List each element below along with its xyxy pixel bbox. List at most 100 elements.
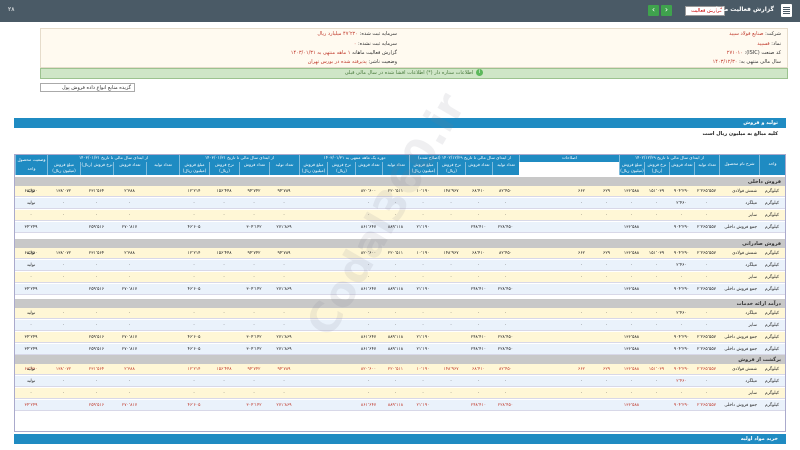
table-cell: ۰	[421, 379, 425, 384]
nav-next-button[interactable]: ›	[661, 5, 672, 16]
header-group-2: از ابتدای سال مالی تا تاریخ ۱۴۰۳/۰۱/۳۱	[179, 155, 299, 162]
table-row	[15, 308, 785, 319]
table-cell: ۱۵۶٬۴۴۸	[216, 251, 232, 256]
table-cell: ۰	[705, 311, 708, 316]
table-cell: ۰	[367, 311, 370, 316]
header-group-6: از ابتدای سال مالی تا تاریخ ۱۴۰۲/۱۲/۲۹	[619, 155, 719, 162]
table-cell: ۲۲۸٬۴۵۰	[497, 335, 514, 340]
filter-combo[interactable]: گزیده منابع انواع داده فروش پول	[40, 83, 135, 92]
table-cell: ۰	[605, 213, 608, 218]
status-label: وضعیت ناشر:	[368, 59, 397, 65]
table-cell: ۰	[367, 201, 370, 206]
table-cell: ۰	[222, 201, 226, 206]
table-row	[15, 198, 785, 209]
report-value: ۱ ماهه منتهی به ۱۴۰۳/۰۱/۳۱	[290, 50, 351, 56]
table-cell: ۰	[680, 323, 683, 328]
table-cell: ۰	[580, 263, 583, 268]
status-value: پذیرفته شده در بورس تهران	[307, 59, 367, 65]
table-cell: ۳۴٬۲۴۹	[24, 225, 38, 230]
table-cell: ۲۲۸٬۴۵۰	[497, 225, 514, 230]
table-cell: ۲٬۲۶۵٬۵۵۷	[697, 287, 716, 292]
table-cell: ۰	[95, 263, 98, 268]
table-cell: ۰	[222, 391, 226, 396]
table-cell: ۱۰٬۱۹۰	[416, 189, 430, 194]
table-cell: ۶۲۹	[603, 189, 610, 194]
table-cell: ۱۴۸٬۹۶۷	[443, 367, 459, 372]
table-row	[15, 388, 785, 399]
header-group-4: از ابتدای سال مالی تا تاریخ ۱۴۰۲/۱۲/۲۹ (…	[409, 155, 519, 162]
page-title: گزارش فعالیت ماهانه	[709, 6, 774, 13]
table-cell: ۰	[705, 201, 708, 206]
table-row	[15, 320, 785, 331]
table-cell: ۸۶۱٬۶۴۷	[360, 225, 377, 230]
table-cell: ۰	[705, 323, 708, 328]
table-cell: ۲٬۳۸۸	[124, 367, 135, 372]
table-cell: ۰	[605, 323, 608, 328]
row-unit: کیلوگرم	[764, 201, 780, 206]
report-type-select[interactable]: گزارش فعالیت	[685, 6, 725, 16]
table-cell: ۰	[252, 391, 256, 396]
table-cell: ۹۴٬۷۴۲	[247, 367, 261, 372]
header-group-5: اصلاحات	[519, 155, 619, 162]
table-cell: ۰	[630, 213, 633, 218]
nav-prev-button[interactable]: ‹	[648, 5, 659, 16]
table-cell: ۰	[252, 379, 256, 384]
subheader-rate: نرخ فروش (ریال)	[209, 162, 239, 175]
table-cell: ۰	[95, 391, 98, 396]
table-cell: ۰	[477, 201, 480, 206]
table-cell: ۲۵۹٬۵۱۶	[88, 403, 105, 408]
table-cell: ۰	[128, 263, 131, 268]
table-cell: ۳۰۴٬۱۴۲	[246, 287, 262, 292]
table-cell: ۰	[580, 323, 583, 328]
section-domestic: فروش داخلی	[15, 177, 785, 186]
table-cell: ۰	[222, 311, 226, 316]
table-cell: ۰	[62, 201, 65, 206]
subheader-rate: نرخ فروش (ریال)	[437, 162, 465, 175]
table-cell: ۰	[655, 263, 658, 268]
edge-label: ۲۸	[8, 6, 15, 13]
subheader-amount: مبلغ فروش (میلیون ریال)	[299, 162, 327, 175]
table-row	[15, 222, 785, 233]
table-cell: ۹۰۴٬۲۹۰	[673, 335, 690, 340]
row-label: میلگرد	[745, 201, 757, 206]
table-cell: ۲۱٬۱۹۰	[416, 403, 430, 408]
table-cell: ۰	[421, 213, 425, 218]
row-unit: کیلوگرم	[764, 213, 780, 218]
table-cell: ۲٬۴۶۰	[676, 263, 687, 268]
table-cell: ۰	[282, 379, 286, 384]
row-unit: کیلوگرم	[764, 287, 780, 292]
info-icon: i	[476, 69, 484, 76]
table-cell: ۲۷۰٬۸۱۷	[121, 335, 138, 340]
period-value: ۱۴۰۳/۱۲/۳۰	[712, 59, 738, 65]
table-cell: ۰	[605, 275, 608, 280]
row-unit: کیلوگرم	[764, 323, 780, 328]
table-cell: ۲۴۸٬۴۱۰	[470, 403, 487, 408]
table-cell: ۰	[282, 201, 286, 206]
table-cell: ۸۶۱٬۶۴۷	[360, 287, 377, 292]
table-cell: ۹۰۴٬۲۹۰	[673, 403, 690, 408]
table-cell: ۲۷۱٬۸۶۹	[276, 347, 292, 352]
table-cell: ۰	[504, 379, 507, 384]
table-cell: ۳۴٬۲۴۹	[24, 347, 38, 352]
table-cell: ۰	[449, 323, 453, 328]
table-cell: ۰	[62, 263, 65, 268]
table-cell: ۹۴٬۷۸۹	[277, 367, 291, 372]
table-cell: ۰	[477, 263, 480, 268]
table-cell: ۸۸۹٬۱۱۸	[387, 347, 404, 352]
table-cell: ۰	[580, 213, 583, 218]
table-cell: ۱۳۶٬۵۸۸	[623, 335, 640, 340]
table-cell: ۴۶٬۶۰۵	[187, 287, 201, 292]
table-cell: ۱۴۸٬۹۶۷	[443, 189, 459, 194]
header-name: شرح نام محصول	[719, 155, 759, 175]
table-row	[15, 248, 785, 259]
table-cell: ۳۰۴٬۱۴۲	[246, 225, 262, 230]
table-cell: ۲۱٬۱۹۰	[416, 287, 430, 292]
table-cell: ۰	[394, 323, 397, 328]
company-label: شرکت:	[765, 31, 781, 37]
table-cell: ۰	[421, 323, 425, 328]
table-cell: ۰	[367, 323, 370, 328]
row-status: تولید	[26, 201, 36, 206]
table-cell: ۲٬۲۶۵٬۵۵۷	[697, 367, 716, 372]
subheader-sold: تعداد فروش	[113, 162, 146, 175]
table-row	[15, 344, 785, 355]
